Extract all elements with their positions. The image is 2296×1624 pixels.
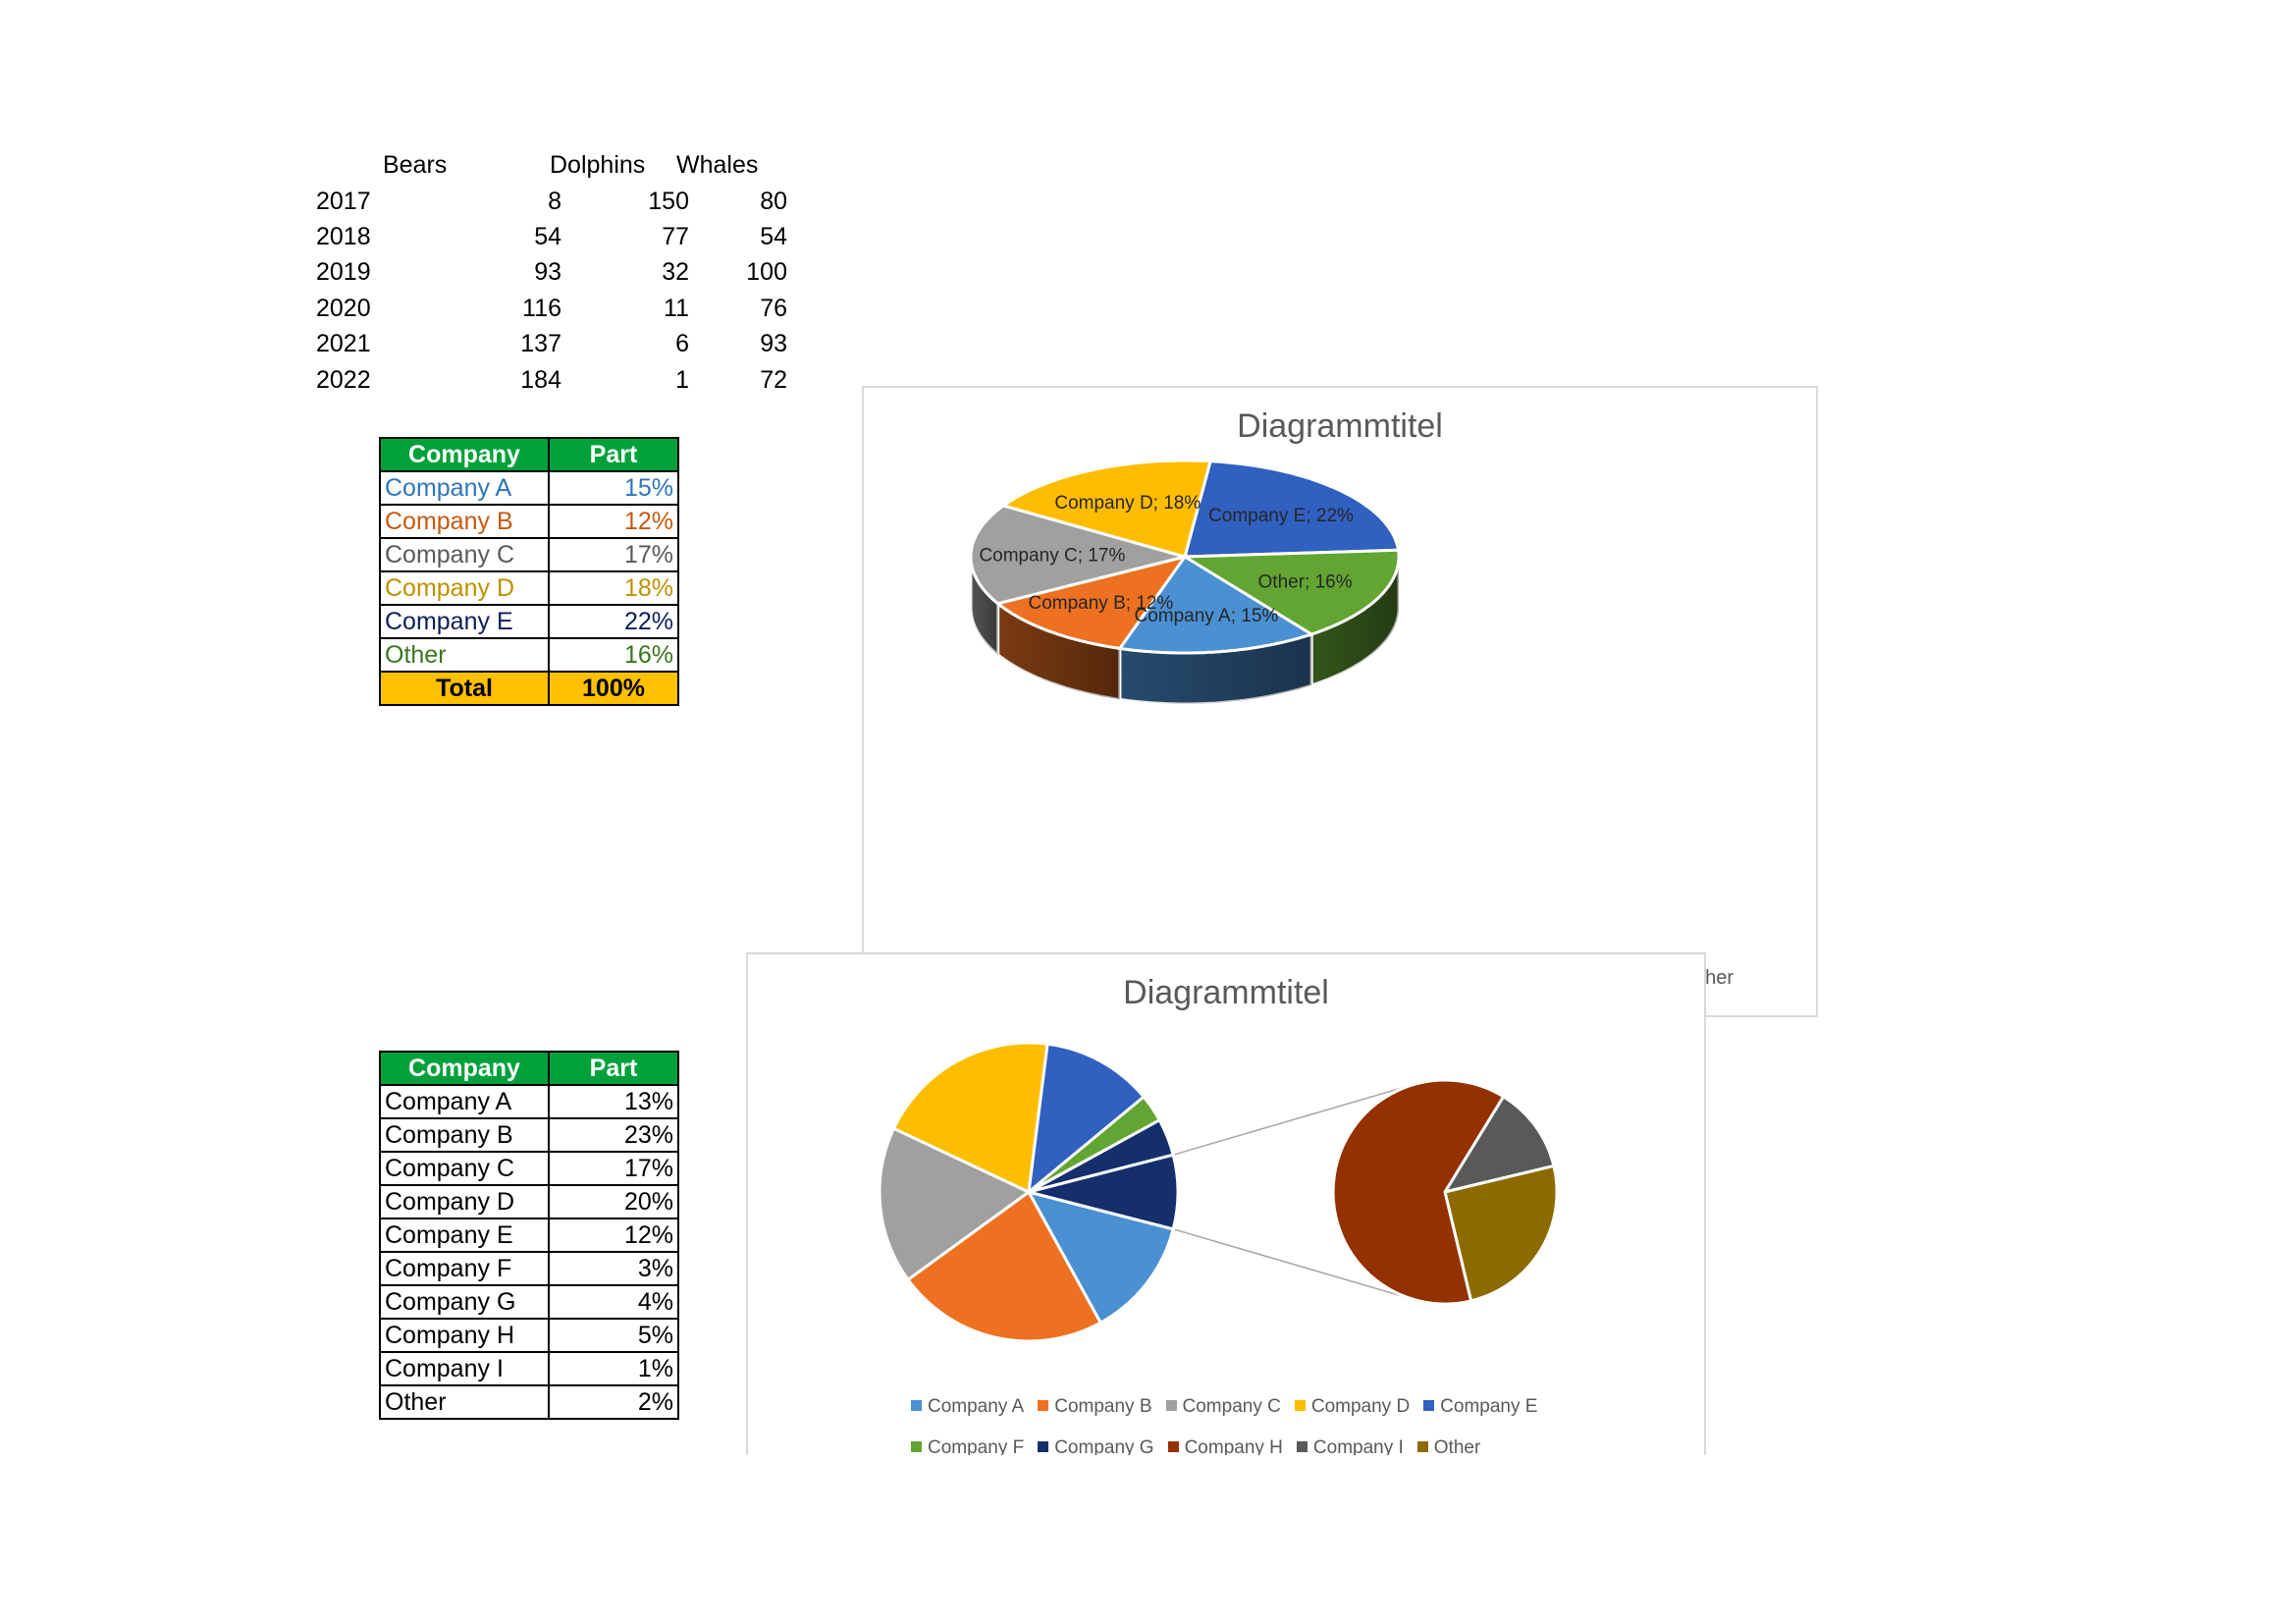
legend-label: Company A	[928, 1396, 1025, 1417]
pie-3d-data-label: Other; 16%	[1258, 572, 1353, 593]
pie-3d-data-label: Company E; 22%	[1208, 506, 1354, 526]
table-row: Other 16%	[379, 637, 679, 673]
pie-slice-company-a[interactable]	[1026, 1189, 1176, 1326]
legend-label: Company I	[1312, 1437, 1404, 1455]
pie-3d-slice-other[interactable]	[1179, 548, 1401, 636]
pie-secondary-slice-company-h[interactable]	[1331, 1078, 1506, 1306]
legend-swatch	[1294, 1400, 1306, 1411]
pie-3d-slice-company-a[interactable]	[1117, 554, 1315, 655]
pie-chart-3d-frame[interactable]: Diagrammtitel Company E; 22% Other; 16% Co…	[862, 386, 1818, 1017]
table-row: Company B 23%	[379, 1117, 679, 1153]
legend-item[interactable]: Company E	[1423, 1386, 1537, 1428]
header-part: Part	[548, 437, 679, 472]
table-total-row: Total 100%	[379, 671, 679, 706]
chart-title: Diagrammtitel	[1237, 407, 1443, 445]
pie-3d-slice-company-d[interactable]	[999, 459, 1213, 559]
pie-3d-slice-company-b[interactable]	[994, 554, 1189, 651]
pie-secondary-slice-other[interactable]	[1443, 1164, 1559, 1303]
company-table-2: Company Part Company A 13% Company B 23% C…	[379, 1051, 679, 1420]
legend-swatch	[1296, 1441, 1308, 1452]
legend-label: Company F	[928, 1437, 1025, 1455]
table-row: Company A 15%	[379, 470, 679, 506]
legend-label: Company E	[1440, 1396, 1538, 1417]
header-whales: Whales	[676, 151, 759, 179]
table-row: Company D 18%	[379, 570, 679, 606]
legend-item[interactable]: Company H	[1167, 1428, 1283, 1455]
pie-3d-side-shade	[997, 603, 1120, 700]
pie-chart-3d: Company E; 22%Other; 16%Company A; 15%Co…	[969, 459, 1401, 706]
pie-slice-company-b[interactable]	[905, 1189, 1103, 1343]
pie-3d-slice-company-e[interactable]	[1183, 460, 1401, 559]
table-row: Company A 13%	[379, 1084, 679, 1119]
table-row: Company F 3%	[379, 1251, 679, 1286]
legend-swatch	[911, 1400, 922, 1411]
pie-slice-company-e[interactable]	[1027, 1042, 1147, 1196]
table-row: Company C 17%	[379, 537, 679, 572]
legend-item[interactable]: Other	[1416, 1428, 1481, 1455]
legend-swatch	[1167, 1441, 1179, 1452]
header-dolphins: Dolphins	[550, 151, 646, 179]
legend-swatch	[1423, 1400, 1435, 1411]
header-bears: Bears	[383, 151, 448, 179]
pie-secondary-slice-company-i[interactable]	[1441, 1094, 1556, 1195]
legend-item[interactable]: Company F	[911, 1428, 1024, 1455]
table-row: Company C 17%	[379, 1151, 679, 1186]
legend-swatch	[1416, 1441, 1428, 1452]
pie-of-pie-frame[interactable]: Diagrammtitel Company A Company B Company …	[746, 952, 1706, 1455]
company-table-1: Company Part Company A 15% Company B 12%…	[379, 437, 679, 706]
legend-swatch	[911, 1441, 922, 1452]
table-row: Company H 5%	[379, 1318, 679, 1353]
table-header-row: Company Part	[379, 1051, 679, 1086]
total-value: 100%	[548, 671, 679, 706]
legend-item[interactable]: Company I	[1296, 1428, 1404, 1455]
table-row: Company I 1%	[379, 1351, 679, 1386]
legend-swatch	[1038, 1400, 1049, 1411]
table-row: Company E 22%	[379, 604, 679, 639]
legend-label: Company G	[1054, 1437, 1154, 1455]
table-row: Company E 12%	[379, 1218, 679, 1253]
legend-item[interactable]: Company B	[1038, 1386, 1152, 1428]
total-label: Total	[379, 671, 550, 706]
legend-swatch	[1165, 1400, 1177, 1411]
table-row: Company B 12%	[379, 504, 679, 539]
legend-label: Company C	[1182, 1396, 1281, 1417]
chart-legend: Company A Company B Company C Company D Comp…	[911, 1386, 1598, 1455]
table-header-row: Company Part	[379, 437, 679, 472]
table-row: Company G 4%	[379, 1284, 679, 1320]
pie-3d-side-shade	[1311, 557, 1399, 685]
header-company: Company	[379, 1051, 550, 1086]
pie-slice-group-other[interactable]	[1028, 1153, 1180, 1231]
pie-3d-slice-company-c[interactable]	[969, 504, 1191, 606]
table-row: Other 2%	[379, 1384, 679, 1420]
legend-item[interactable]: Company A	[911, 1386, 1024, 1428]
chart-title: Diagrammtitel	[1123, 974, 1329, 1011]
legend-label: Company D	[1310, 1396, 1411, 1417]
connector-line	[1173, 1080, 1426, 1156]
header-part: Part	[548, 1051, 679, 1086]
legend-label: Other	[1433, 1437, 1481, 1455]
pie-of-pie-chart	[878, 1041, 1559, 1343]
legend-item[interactable]: Company G	[1038, 1428, 1154, 1455]
pie-slice-company-c[interactable]	[878, 1126, 1032, 1282]
pie-3d-side-shade	[1119, 634, 1312, 704]
legend-swatch	[1038, 1441, 1049, 1452]
legend-item[interactable]: Company C	[1165, 1386, 1281, 1428]
pie-3d-data-label: Company C; 17%	[979, 545, 1125, 566]
connector-line	[1173, 1228, 1426, 1304]
pie-3d-data-label: Company D; 18%	[1054, 493, 1201, 514]
legend-label: Company H	[1184, 1437, 1283, 1455]
table-row: Company D 20%	[379, 1184, 679, 1219]
header-company: Company	[379, 437, 550, 472]
pie-3d-data-label: Company B; 12%	[1028, 593, 1173, 614]
pie-3d-data-label: Company A; 15%	[1134, 606, 1278, 626]
legend-label: Company B	[1054, 1396, 1152, 1417]
legend-item[interactable]: Company D	[1294, 1386, 1411, 1428]
pie-slice-company-d[interactable]	[891, 1041, 1049, 1195]
